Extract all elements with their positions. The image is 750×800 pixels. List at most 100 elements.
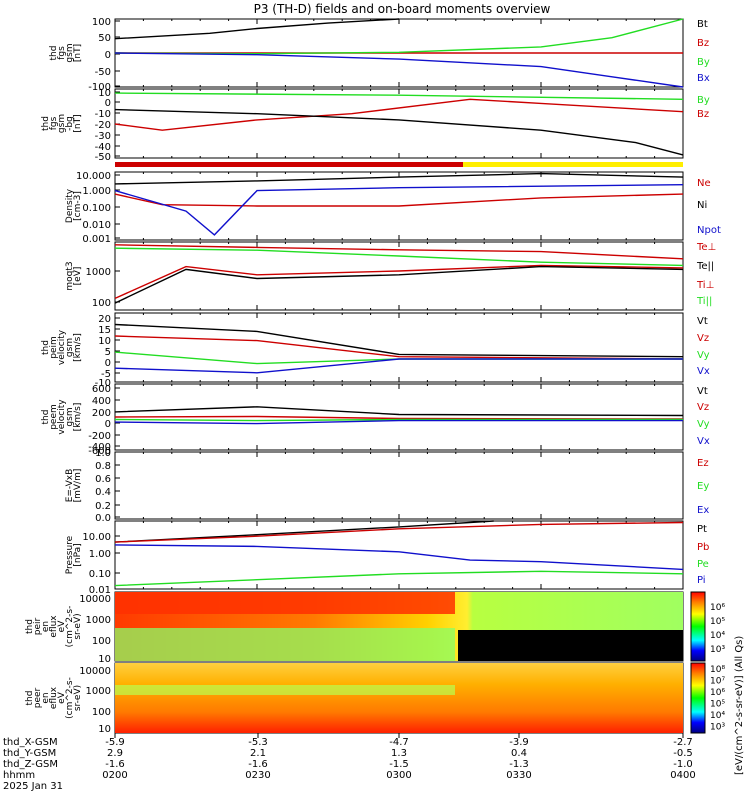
y-tick-label: -50 bbox=[95, 67, 111, 78]
y-axis-label: velocity bbox=[57, 329, 67, 365]
y-tick-label: 10000 bbox=[79, 594, 111, 605]
y-tick-label: 10.00 bbox=[82, 532, 111, 543]
x-axis-value: -1.0 bbox=[673, 759, 693, 770]
y-tick-label: 0.2 bbox=[95, 501, 111, 512]
x-axis-value: -3.9 bbox=[509, 737, 529, 748]
series-line-Vy bbox=[114, 418, 683, 422]
colorbar-tick-label: 10⁶ bbox=[710, 603, 725, 613]
legend-entry: Bx bbox=[697, 73, 710, 84]
colorbar-tick-label: 10³ bbox=[710, 645, 725, 655]
y-tick-label: 0 bbox=[105, 50, 111, 61]
y-axis-label: gsm bbox=[57, 114, 67, 133]
series-line-Vt bbox=[114, 323, 684, 358]
y-axis-label: velocity bbox=[57, 399, 67, 435]
y-tick-label: 100 bbox=[92, 17, 111, 28]
y-axis-label: thd bbox=[25, 691, 35, 706]
y-axis-label: gsm bbox=[65, 338, 75, 357]
legend-entry: By bbox=[697, 57, 710, 68]
series-line-Vz bbox=[114, 415, 684, 420]
series-line-Pe bbox=[114, 570, 684, 587]
y-tick-label: 10 bbox=[98, 88, 111, 99]
y-tick-label: -30 bbox=[95, 131, 111, 142]
y-tick-label: -100 bbox=[88, 82, 111, 93]
y-tick-label: -600 bbox=[88, 446, 111, 457]
legend-entry: Pe bbox=[697, 559, 709, 570]
panel-legends: Bt Bz By Bx By Bz Ne Ni Npot Te⊥ Te|| Ti⊥ Ti|| Vt Vz Vy… bbox=[696, 19, 721, 586]
y-tick-label: 0.100 bbox=[82, 203, 111, 214]
x-axis-value: -4.7 bbox=[389, 737, 409, 748]
y-tick-label: 1.000 bbox=[82, 186, 111, 197]
y-tick-label: 0.010 bbox=[82, 220, 111, 231]
y-axis-label: moqt3 bbox=[65, 261, 75, 290]
x-axis-value: -5.3 bbox=[248, 737, 268, 748]
y-tick-label: 0 bbox=[105, 98, 111, 109]
y-axis-label: eflux bbox=[49, 615, 59, 638]
y-tick-label: -5 bbox=[101, 369, 111, 380]
colorbar-tick-label: 10³ bbox=[710, 723, 725, 733]
legend-entry: Vt bbox=[697, 386, 708, 397]
panel-frame-4 bbox=[114, 241, 684, 311]
y-axis-label: en bbox=[41, 621, 51, 632]
y-axis-label: sr-eV) bbox=[73, 613, 83, 639]
series-line-Bz bbox=[114, 98, 684, 131]
y-tick-label: 10 bbox=[98, 336, 111, 347]
y-axis-label: -bg bbox=[65, 116, 75, 131]
y-axis-labels: thdfgsgsm[nT]thdfgsgsm-bg[nT]Density[cm-… bbox=[25, 43, 83, 718]
y-axis-label: fgs bbox=[49, 116, 59, 130]
legend-entry: By bbox=[697, 95, 710, 106]
colorbar-tick-label: 10⁷ bbox=[710, 677, 725, 687]
series-line-Bt bbox=[114, 18, 400, 40]
legend-entry: Ti⊥ bbox=[696, 280, 714, 291]
peer-spectrogram-green-band bbox=[115, 685, 455, 695]
panel-frame-7 bbox=[114, 451, 684, 520]
x-axis-value: 0200 bbox=[102, 770, 127, 781]
colorbar-tick-label: 10⁸ bbox=[710, 665, 725, 675]
x-axis-value: -1.3 bbox=[509, 759, 529, 770]
legend-entry: Pi bbox=[697, 575, 706, 586]
y-axis-label: thd bbox=[25, 619, 35, 634]
y-axis-label: E=-VxB bbox=[65, 469, 75, 503]
y-axis-label: [cm-3] bbox=[73, 191, 83, 221]
legend-entry: Ni bbox=[697, 200, 707, 211]
y-tick-label: 1000 bbox=[86, 267, 111, 278]
y-axis-label: gsm bbox=[65, 43, 75, 62]
peir-colorbar bbox=[690, 591, 706, 662]
series-line-Pi bbox=[114, 544, 684, 571]
y-tick-label: -20 bbox=[95, 120, 111, 131]
legend-entry: Ti|| bbox=[696, 296, 712, 307]
y-tick-label: 0 bbox=[105, 419, 111, 430]
y-tick-label: 10.000 bbox=[76, 171, 111, 182]
y-tick-label: 0.001 bbox=[82, 234, 111, 245]
legend-entry: Vz bbox=[697, 333, 709, 344]
x-axis-value: 2.1 bbox=[250, 748, 266, 759]
y-axis-label: peem bbox=[49, 404, 59, 430]
peir-spectrogram-high-energy-band bbox=[115, 592, 455, 614]
legend-entry: Bt bbox=[697, 19, 708, 30]
series-line-Ti bbox=[114, 244, 684, 260]
y-tick-label: 0.4 bbox=[95, 487, 111, 498]
spectrograms bbox=[115, 592, 683, 733]
x-axis-row-label: hhmm bbox=[3, 770, 35, 781]
y-tick-label: 1.00 bbox=[89, 549, 111, 560]
series-line-Vt bbox=[114, 406, 684, 417]
x-axis-value: -5.9 bbox=[105, 737, 125, 748]
y-tick-label: 20 bbox=[98, 314, 111, 325]
x-axis-value: 0400 bbox=[670, 770, 695, 781]
y-axis-label: [eV] bbox=[73, 267, 83, 286]
y-tick-label: 1000 bbox=[86, 686, 111, 697]
x-axis-row-label: thd_X-GSM bbox=[3, 737, 58, 748]
status-bar-red bbox=[115, 162, 463, 167]
series-line-By bbox=[114, 18, 684, 55]
y-axis-label: eflux bbox=[49, 686, 59, 709]
series-line-Te bbox=[114, 265, 684, 304]
x-axis-value: 0.4 bbox=[511, 748, 527, 759]
legend-entry: Ex bbox=[697, 505, 709, 516]
y-tick-label: 0.0 bbox=[95, 513, 111, 524]
data-curves bbox=[114, 18, 684, 587]
y-tick-label: 0 bbox=[105, 358, 111, 369]
x-axis-row-label: thd_Z-GSM bbox=[3, 759, 58, 770]
y-tick-label: 200 bbox=[92, 408, 111, 419]
y-axis-label: gsm bbox=[65, 407, 75, 426]
colorbar-tick-label: 10⁴ bbox=[710, 631, 725, 641]
